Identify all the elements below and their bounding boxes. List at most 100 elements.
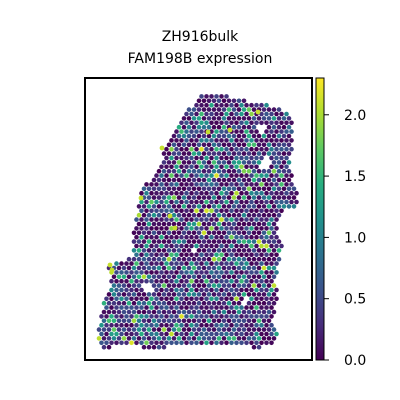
- expression-spot: [234, 200, 239, 205]
- expression-spot: [144, 341, 149, 346]
- expression-spot: [162, 239, 167, 244]
- expression-spot: [204, 261, 209, 266]
- expression-spot: [132, 266, 137, 271]
- expression-spot: [199, 244, 204, 249]
- expression-spot: [154, 244, 159, 249]
- expression-spot: [164, 253, 169, 258]
- expression-spot: [179, 226, 184, 231]
- expression-spot: [244, 288, 249, 293]
- expression-spot: [279, 200, 284, 205]
- expression-spot: [222, 204, 227, 209]
- expression-spot: [267, 283, 272, 288]
- expression-spot: [264, 209, 269, 214]
- expression-spot: [257, 266, 262, 271]
- expression-spot: [229, 288, 234, 293]
- expression-spot: [224, 173, 229, 178]
- expression-spot: [214, 112, 219, 117]
- expression-spot: [272, 231, 277, 236]
- expression-spot: [202, 143, 207, 148]
- expression-spot: [257, 275, 262, 280]
- expression-spot: [232, 222, 237, 227]
- expression-spot: [269, 297, 274, 302]
- expression-spot: [209, 191, 214, 196]
- expression-spot: [227, 301, 232, 306]
- expression-spot: [214, 182, 219, 187]
- expression-spot: [277, 213, 282, 218]
- expression-spot: [242, 178, 247, 183]
- colorbar-gradient: [316, 78, 324, 360]
- expression-spot: [289, 147, 294, 152]
- expression-spot: [147, 257, 152, 262]
- expression-spot: [244, 209, 249, 214]
- expression-spot: [207, 292, 212, 297]
- expression-spot: [119, 314, 124, 319]
- expression-spot: [249, 288, 254, 293]
- expression-spot: [214, 209, 219, 214]
- expression-spot: [229, 165, 234, 170]
- expression-spot: [189, 253, 194, 258]
- expression-spot: [249, 253, 254, 258]
- expression-spot: [254, 297, 259, 302]
- expression-spot: [142, 231, 147, 236]
- expression-spot: [272, 134, 277, 139]
- expression-spot: [177, 151, 182, 156]
- expression-spot: [239, 217, 244, 222]
- expression-spot: [209, 332, 214, 337]
- expression-spot: [212, 231, 217, 236]
- expression-spot: [282, 125, 287, 130]
- expression-spot: [192, 213, 197, 218]
- expression-spot: [222, 310, 227, 315]
- expression-spot: [154, 332, 159, 337]
- expression-spot: [254, 138, 259, 143]
- expression-spot: [269, 244, 274, 249]
- expression-spot: [202, 187, 207, 192]
- expression-spot: [177, 204, 182, 209]
- expression-spot: [199, 217, 204, 222]
- expression-spot: [99, 332, 104, 337]
- expression-spot: [264, 279, 269, 284]
- expression-spot: [262, 107, 267, 112]
- expression-spot: [254, 173, 259, 178]
- expression-spot: [152, 345, 157, 350]
- expression-spot: [262, 319, 267, 324]
- colorbar: 0.00.51.01.52.0: [316, 78, 366, 369]
- expression-spot: [189, 261, 194, 266]
- expression-spot: [187, 266, 192, 271]
- expression-spot: [289, 138, 294, 143]
- expression-spot: [199, 323, 204, 328]
- expression-spot: [192, 319, 197, 324]
- expression-spot: [202, 266, 207, 271]
- expression-spot: [284, 156, 289, 161]
- expression-spot: [142, 204, 147, 209]
- expression-spot: [187, 275, 192, 280]
- expression-spot: [282, 187, 287, 192]
- expression-spot: [149, 270, 154, 275]
- expression-spot: [117, 266, 122, 271]
- expression-spot: [262, 231, 267, 236]
- expression-spot: [272, 301, 277, 306]
- expression-spot: [274, 191, 279, 196]
- expression-spot: [184, 165, 189, 170]
- expression-spot: [172, 301, 177, 306]
- expression-spot: [252, 257, 257, 262]
- expression-spot: [259, 253, 264, 258]
- expression-spot: [172, 319, 177, 324]
- expression-spot: [224, 288, 229, 293]
- expression-spot: [157, 178, 162, 183]
- expression-spot: [252, 143, 257, 148]
- expression-spot: [144, 253, 149, 258]
- expression-spot: [244, 261, 249, 266]
- expression-spot: [159, 297, 164, 302]
- expression-spot: [144, 279, 149, 284]
- expression-spot: [167, 143, 172, 148]
- expression-spot: [254, 182, 259, 187]
- expression-spot: [207, 125, 212, 130]
- expression-spot: [209, 138, 214, 143]
- expression-spot: [227, 319, 232, 324]
- expression-spot: [227, 143, 232, 148]
- expression-spot: [204, 94, 209, 99]
- expression-spot: [139, 253, 144, 258]
- expression-spot: [184, 279, 189, 284]
- expression-spot: [257, 301, 262, 306]
- expression-spot: [274, 270, 279, 275]
